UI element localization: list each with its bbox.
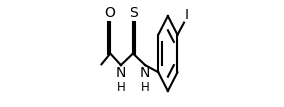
Text: I: I: [185, 8, 189, 22]
Text: H: H: [141, 81, 150, 94]
Text: O: O: [104, 6, 115, 20]
Text: H: H: [117, 81, 126, 94]
Text: S: S: [130, 6, 138, 20]
Text: N: N: [140, 66, 150, 80]
Text: N: N: [116, 66, 126, 80]
